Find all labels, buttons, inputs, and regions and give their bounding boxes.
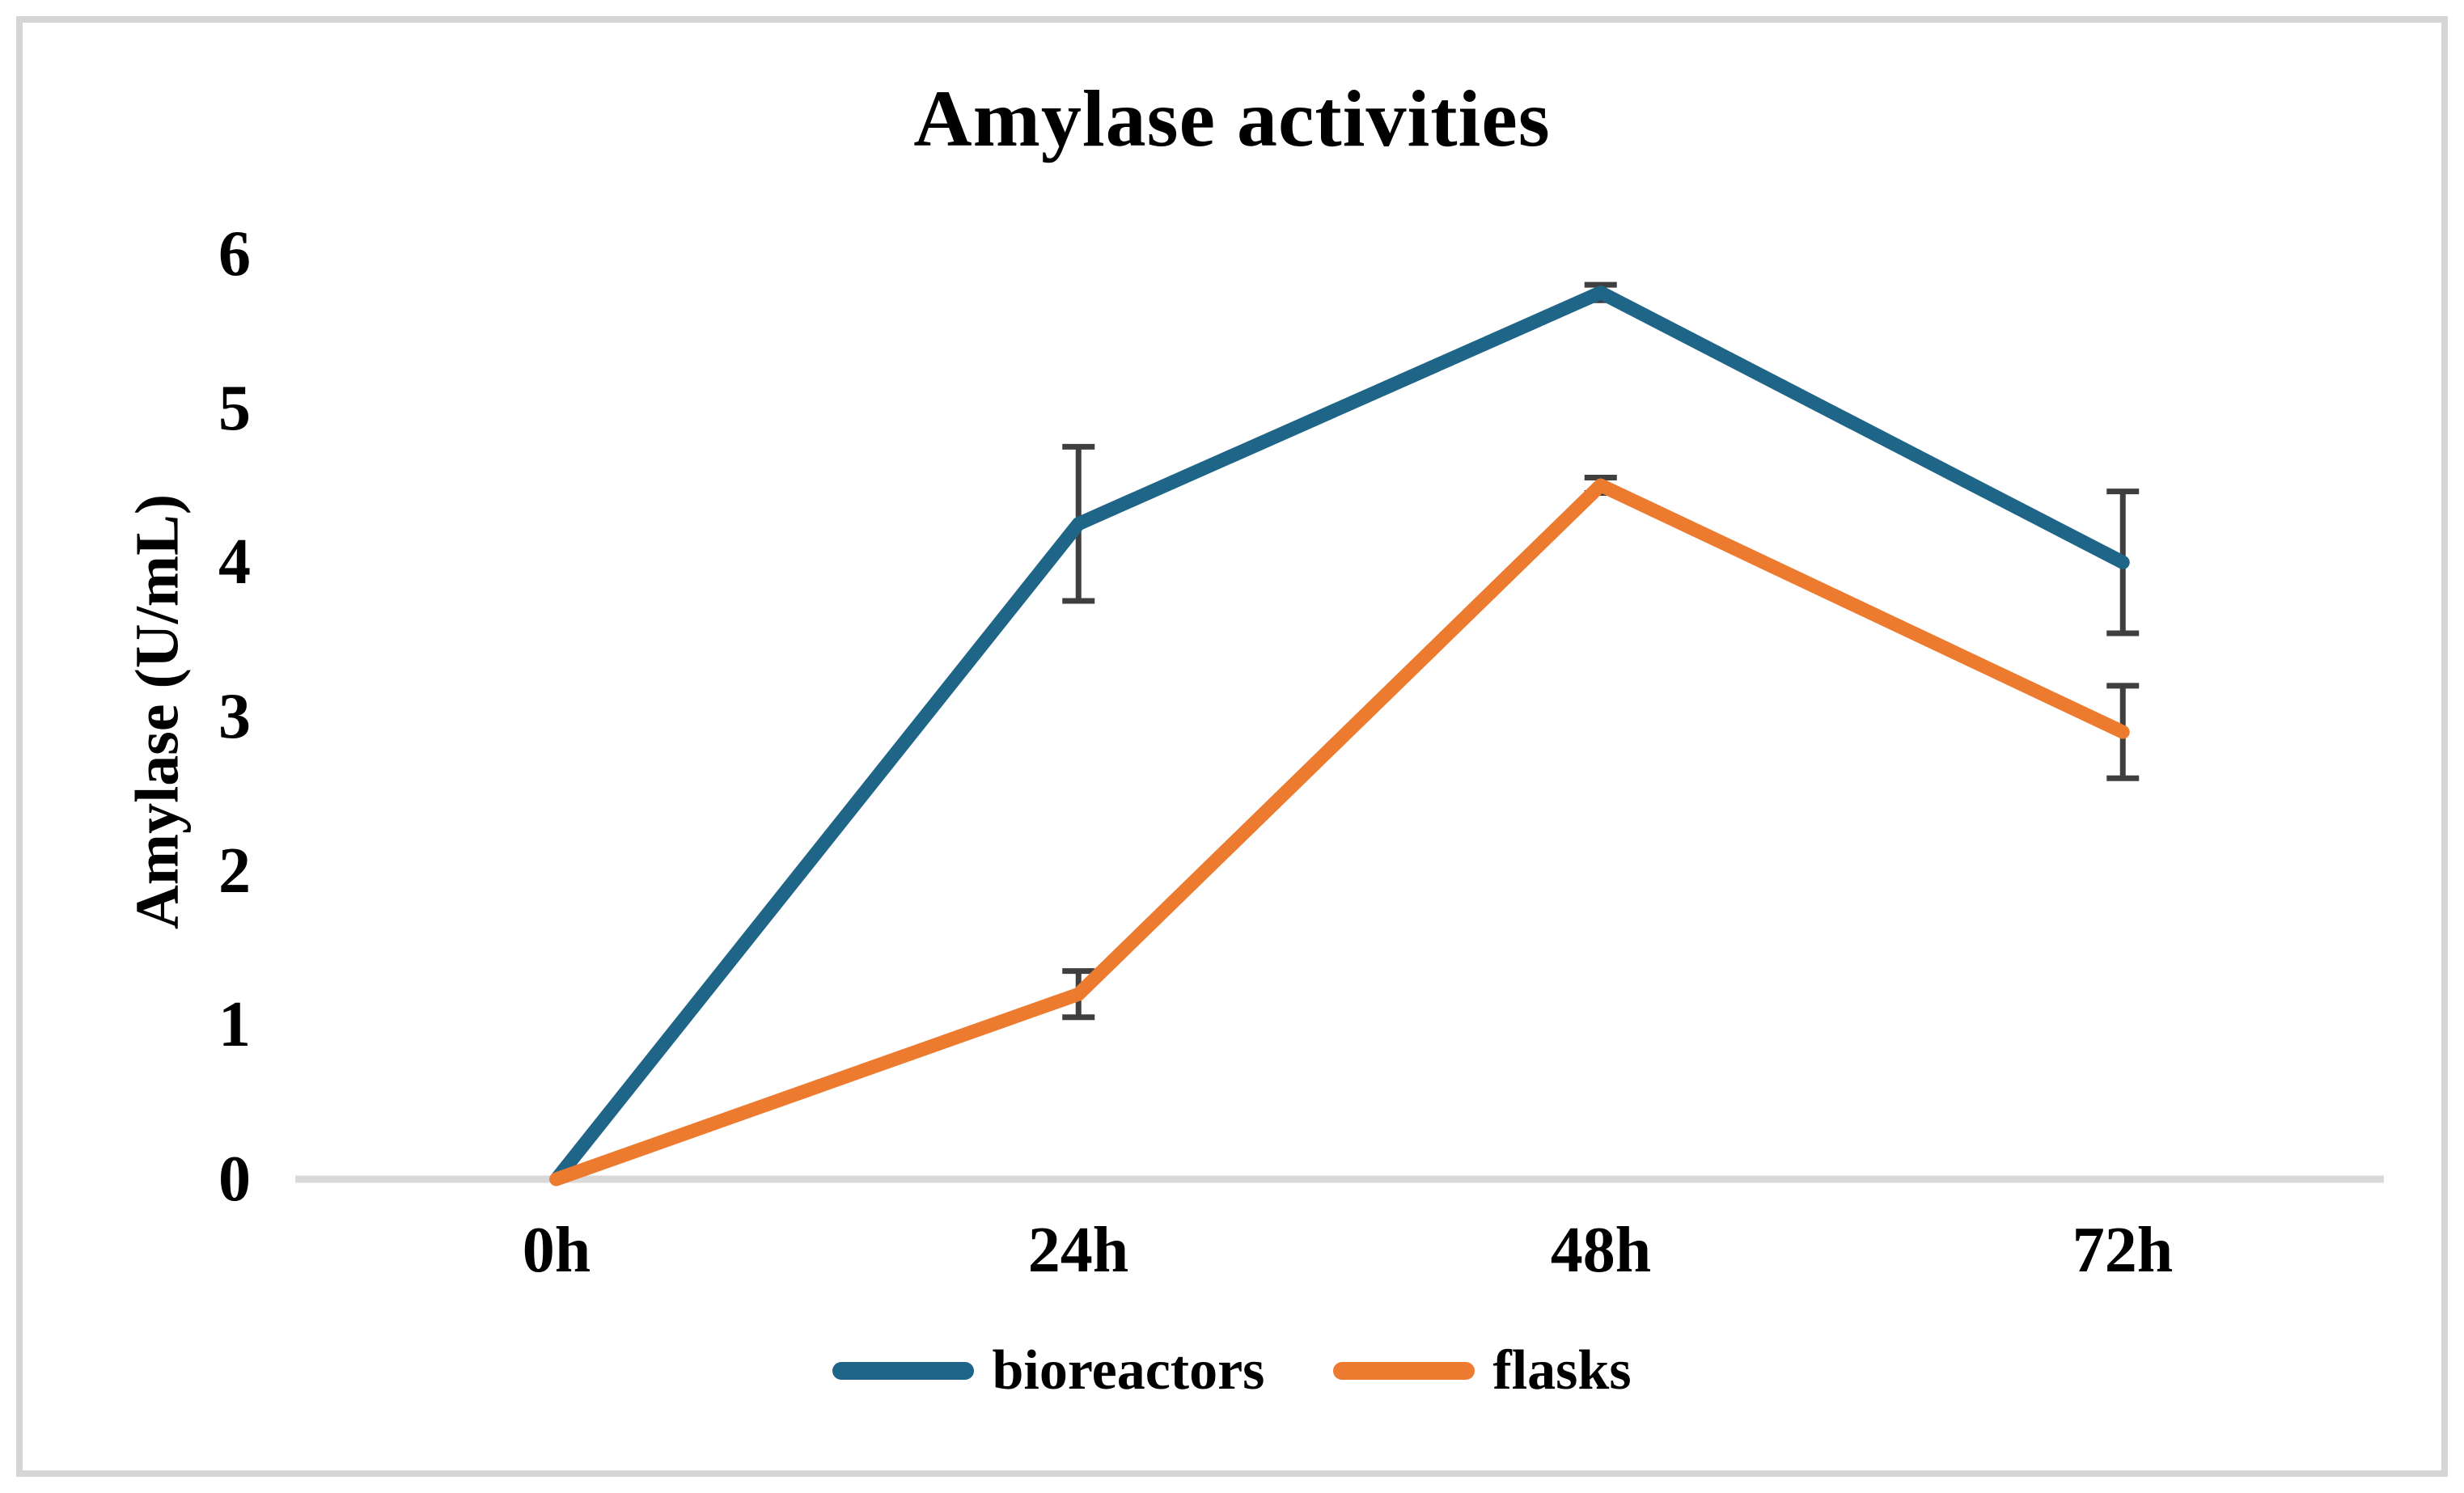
y-tick-6: 6 <box>218 218 251 290</box>
series-line-bioreactors <box>549 285 2130 1186</box>
legend-label-bioreactors: bioreactors <box>992 1339 1265 1402</box>
series-line-flasks <box>549 478 2130 1186</box>
legend-item-bioreactors: bioreactors <box>832 1343 1264 1399</box>
y-tick-1: 1 <box>218 989 251 1060</box>
legend-label-flasks: flasks <box>1492 1339 1632 1402</box>
x-tick-72h: 72h <box>2072 1215 2174 1286</box>
y-tick-2: 2 <box>218 835 251 907</box>
legend-line-bioreactors-icon <box>832 1362 975 1380</box>
legend: bioreactors flasks <box>0 1343 2464 1399</box>
chart-title: Amylase activities <box>913 74 1551 163</box>
y-tick-5: 5 <box>218 373 251 444</box>
x-tick-48h: 48h <box>1550 1215 1652 1286</box>
legend-line-flasks-icon <box>1333 1362 1475 1380</box>
x-tick-0h: 0h <box>522 1215 591 1286</box>
y-tick-0: 0 <box>218 1144 251 1215</box>
y-tick-3: 3 <box>218 681 251 752</box>
x-tick-24h: 24h <box>1027 1215 1129 1286</box>
legend-item-flasks: flasks <box>1333 1339 1632 1402</box>
y-tick-4: 4 <box>218 527 251 598</box>
